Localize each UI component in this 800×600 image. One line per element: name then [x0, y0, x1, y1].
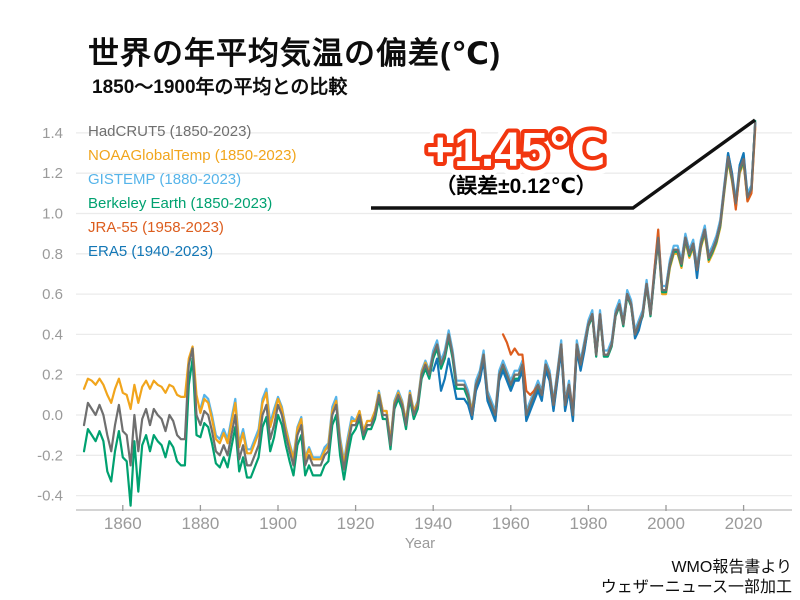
y-tick-label: 1.4 [42, 125, 63, 142]
x-tick-label: 1980 [569, 514, 607, 533]
headline-temperature: +1.45℃ [426, 124, 606, 177]
source-credit-line1: WMO報告書より [671, 559, 792, 576]
legend-item-1: HadCRUT5 (1850-2023) [88, 123, 252, 140]
series-line-hadcrut5 [82, 121, 757, 471]
y-tick-label: 1.0 [42, 206, 63, 223]
y-tick-label: 0.0 [42, 407, 63, 424]
x-tick-label: 1960 [492, 514, 530, 533]
y-tick-label: -0.2 [37, 447, 63, 464]
legend: HadCRUT5 (1850-2023) NOAAGlobalTemp (1850… [88, 120, 296, 264]
x-tick-label: 1900 [259, 514, 297, 533]
y-tick-label: 0.2 [42, 367, 63, 384]
x-tick-label: 2020 [725, 514, 763, 533]
x-tick-label: 2000 [647, 514, 685, 533]
x-tick-label: 1880 [181, 514, 219, 533]
x-tick-label: 1940 [414, 514, 452, 533]
source-credit: WMO報告書より ウェザーニュース一部加工 [601, 558, 792, 598]
legend-item-2: NOAAGlobalTemp (1850-2023) [88, 147, 297, 164]
source-credit-line2: ウェザーニュース一部加工 [600, 579, 792, 596]
y-tick-label: -0.4 [37, 488, 63, 505]
legend-item-5: JRA-55 (1958-2023) [88, 219, 224, 236]
x-tick-label: 1860 [104, 514, 142, 533]
y-tick-label: 0.4 [42, 326, 63, 343]
page-title: 世界の年平均気温の偏差(℃) [88, 36, 502, 71]
legend-item-6: ERA5 (1940-2023) [88, 243, 214, 260]
x-axis-title: Year [405, 535, 435, 552]
y-tick-label: 1.2 [42, 165, 63, 182]
y-tick-label: 0.8 [42, 246, 63, 263]
page-subtitle: 1850〜1900年の平均との比較 [92, 77, 348, 98]
error-margin-label: （誤差±0.12℃） [435, 175, 597, 198]
legend-item-4: Berkeley Earth (1850-2023) [88, 195, 273, 212]
y-tick-label: 0.6 [42, 286, 63, 303]
callout-line [371, 118, 756, 210]
legend-item-3: GISTEMP (1880-2023) [88, 171, 242, 188]
x-tick-label: 1920 [337, 514, 375, 533]
headline-temperature-outline: +1.45℃ [426, 124, 606, 177]
